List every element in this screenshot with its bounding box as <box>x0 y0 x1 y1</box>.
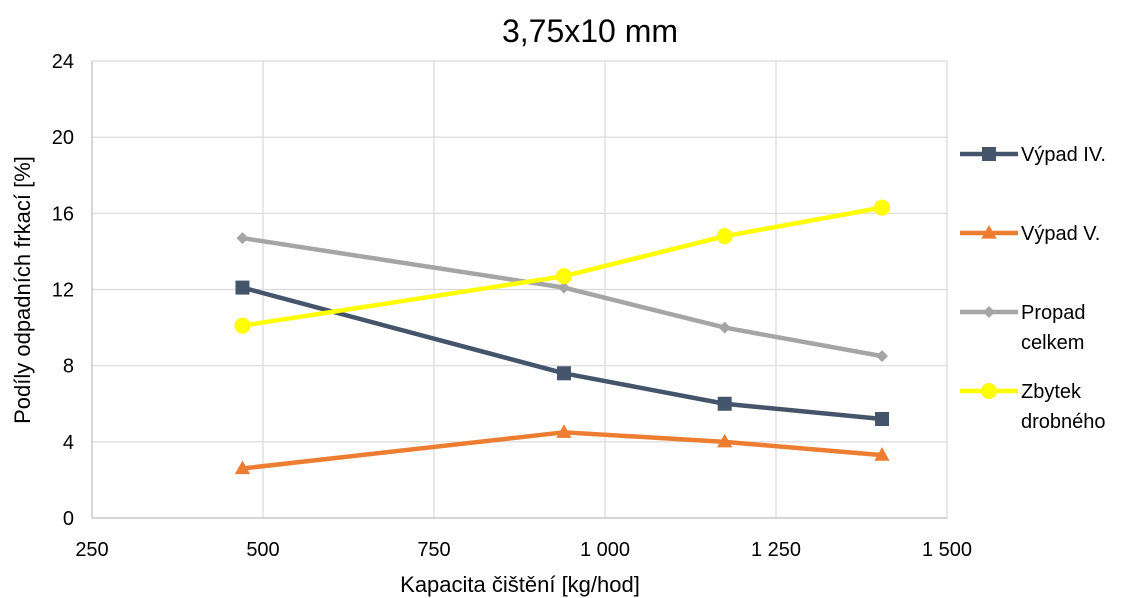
series-line-4 <box>240 205 885 328</box>
y-tick-label: 16 <box>52 203 74 225</box>
grid-lines <box>92 60 948 518</box>
legend-entry-label: Propad celkem <box>1021 302 1086 354</box>
data-point-series-3 <box>557 281 570 294</box>
legend-marker <box>981 224 997 239</box>
x-tick-label: 750 <box>417 539 450 561</box>
legend-entry-label: Výpad V. <box>1021 223 1100 245</box>
series-line-2 <box>240 430 885 471</box>
series-lines <box>240 205 885 471</box>
legend-marker <box>983 306 995 318</box>
y-tick-label: 8 <box>63 356 74 378</box>
data-point-series-1 <box>235 280 250 295</box>
legend: Výpad IV. Výpad V. Propad celkem Zbytek drobn… <box>960 144 1106 433</box>
y-tick-label: 0 <box>63 508 74 530</box>
data-point-series-2 <box>234 460 251 475</box>
x-tick-label: 500 <box>246 539 279 561</box>
y-axis-title: Podíly odpadních frkací [%] <box>10 156 35 424</box>
series-line-1 <box>240 285 885 422</box>
legend-marker <box>982 147 996 161</box>
y-tick-label: 24 <box>52 51 74 73</box>
tick-labels: 250 500 750 1 000 1 250 1 500 0 4 8 12 16 20 24 <box>52 51 972 561</box>
data-point-series-2 <box>556 424 572 438</box>
x-tick-label: 1 000 <box>580 539 630 561</box>
x-tick-label: 250 <box>75 539 108 561</box>
y-tick-label: 4 <box>63 432 74 454</box>
data-point-series-3 <box>718 321 731 334</box>
x-tick-label: 1 500 <box>922 539 972 561</box>
data-point-series-2 <box>717 433 733 448</box>
series-marks <box>234 199 891 475</box>
y-tick-label: 12 <box>52 280 74 302</box>
data-point-series-1 <box>717 396 732 411</box>
legend-marker <box>981 383 997 399</box>
data-point-series-1 <box>875 411 890 426</box>
x-tick-label: 1 250 <box>751 539 801 561</box>
axes <box>91 61 947 519</box>
data-point-series-3 <box>236 232 249 245</box>
x-axis-title: Kapacita čištění [kg/hod] <box>400 572 640 597</box>
series-line-3 <box>240 235 885 359</box>
y-tick-label: 20 <box>52 127 74 149</box>
data-point-series-1 <box>556 366 571 381</box>
chart-title: 3,75x10 mm <box>502 13 678 49</box>
data-point-series-2 <box>874 447 890 461</box>
data-point-series-4 <box>555 268 572 285</box>
legend-entry-label: Výpad IV. <box>1021 144 1106 166</box>
data-point-series-4 <box>874 199 891 216</box>
data-point-series-4 <box>716 228 733 245</box>
data-point-series-3 <box>876 350 889 363</box>
legend-entry-label: Zbytek drobného <box>1021 381 1106 433</box>
data-point-series-4 <box>234 317 251 334</box>
